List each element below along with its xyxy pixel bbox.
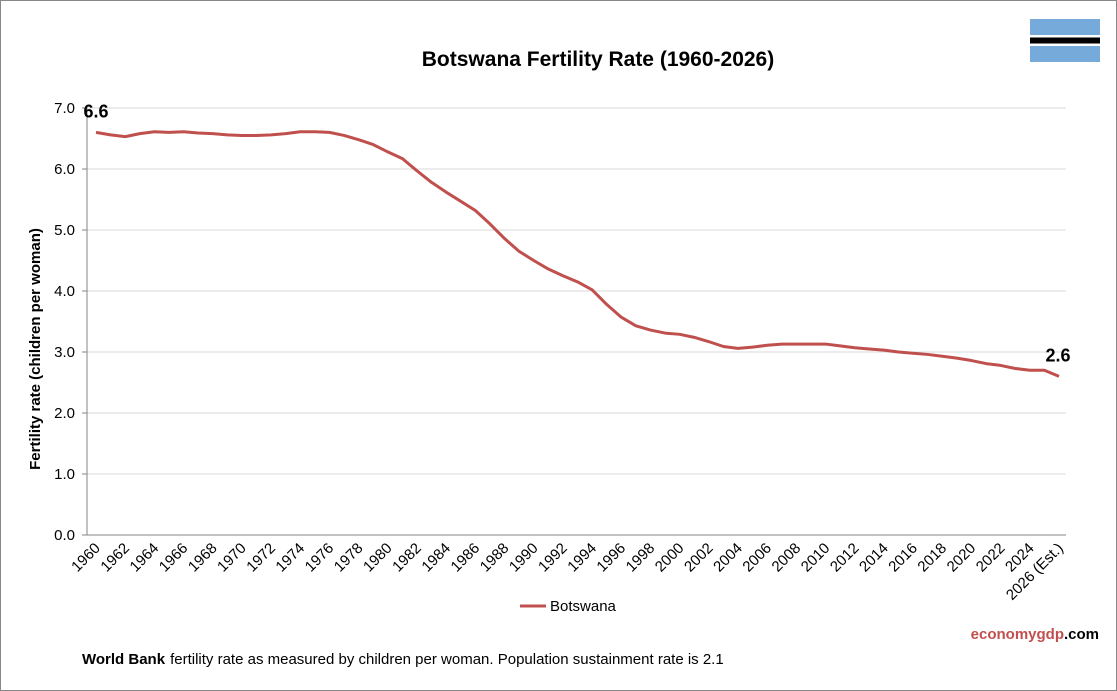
- y-tick-label: 2.0: [54, 405, 75, 422]
- legend-label: Botswana: [550, 598, 617, 615]
- chart-title: Botswana Fertility Rate (1960-2026): [422, 48, 774, 71]
- y-tick-label: 6.0: [54, 161, 75, 178]
- footer: World Bank fertility rate as measured by …: [82, 651, 724, 668]
- y-tick-label: 3.0: [54, 344, 75, 361]
- y-tick-label: 5.0: [54, 222, 75, 239]
- brand-name: economygdp: [971, 626, 1064, 643]
- flag: [1030, 19, 1100, 62]
- value-label: 6.6: [83, 101, 108, 121]
- brand: economygdp.com: [971, 626, 1099, 643]
- line: [95, 130, 1060, 378]
- footer-text: fertility rate as measured by children p…: [170, 651, 724, 668]
- y-tick-label: 7.0: [54, 100, 75, 117]
- footer-source: World Bank: [82, 651, 166, 668]
- value-label: 2.6: [1045, 345, 1070, 365]
- brand-suffix: .com: [1064, 626, 1099, 643]
- y-tick-label: 4.0: [54, 283, 75, 300]
- y-axis-label: Fertility rate (children per woman): [27, 228, 44, 470]
- y-tick-label: 1.0: [54, 466, 75, 483]
- y-tick-label: 0.0: [54, 527, 75, 544]
